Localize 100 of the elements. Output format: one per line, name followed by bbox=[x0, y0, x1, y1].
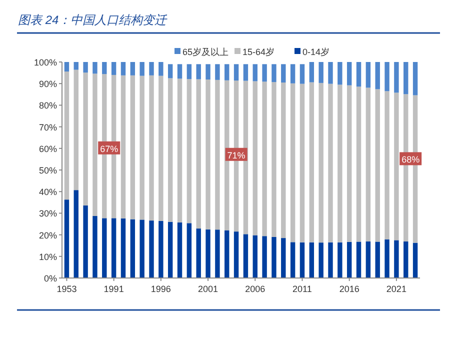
bar bbox=[281, 238, 286, 278]
bar bbox=[412, 62, 418, 96]
bar bbox=[140, 62, 144, 76]
bar bbox=[272, 236, 276, 278]
bar bbox=[384, 62, 390, 92]
bar bbox=[130, 219, 136, 278]
bar bbox=[168, 78, 173, 222]
bar bbox=[300, 84, 305, 242]
bar bbox=[234, 232, 239, 278]
bar bbox=[338, 62, 342, 85]
y-tick-label: 50% bbox=[38, 166, 57, 176]
x-tick-label: 1953 bbox=[56, 284, 77, 294]
bar bbox=[196, 79, 201, 229]
bar bbox=[64, 62, 70, 72]
bar bbox=[412, 242, 418, 278]
bar bbox=[149, 62, 154, 76]
bar bbox=[375, 242, 380, 278]
bar bbox=[356, 62, 362, 87]
x-tick-label: 2001 bbox=[198, 284, 218, 294]
bar bbox=[404, 241, 408, 278]
chart-title: 图表 24：中国人口结构变迁 bbox=[18, 13, 168, 27]
bar bbox=[102, 218, 107, 278]
bar bbox=[120, 62, 126, 76]
bar bbox=[177, 64, 182, 79]
y-tick-label: 70% bbox=[38, 122, 57, 132]
bar bbox=[140, 220, 144, 278]
bar bbox=[224, 230, 230, 278]
bar bbox=[168, 64, 173, 78]
y-tick-label: 100% bbox=[34, 58, 57, 68]
bar bbox=[92, 62, 98, 74]
bar bbox=[281, 82, 286, 238]
bar bbox=[281, 64, 286, 83]
bar bbox=[102, 62, 107, 74]
bar bbox=[338, 84, 342, 242]
x-tick-label: 2011 bbox=[292, 284, 312, 294]
y-tick-label: 30% bbox=[38, 208, 57, 219]
annotation: 71% bbox=[227, 150, 246, 160]
legend-label: 0-14岁 bbox=[302, 47, 330, 57]
bar bbox=[394, 62, 399, 93]
bar bbox=[328, 242, 333, 278]
x-tick-label: 2021 bbox=[386, 284, 406, 294]
legend-label: 65岁及以上 bbox=[182, 47, 229, 57]
bar bbox=[262, 64, 267, 82]
bar bbox=[262, 82, 267, 236]
bar bbox=[64, 200, 70, 278]
bar bbox=[74, 70, 78, 190]
bar bbox=[384, 91, 390, 240]
bar bbox=[92, 74, 98, 216]
bar bbox=[196, 228, 201, 278]
annotation: 68% bbox=[402, 154, 420, 165]
y-tick-label: 40% bbox=[38, 187, 57, 198]
bar bbox=[404, 62, 408, 94]
bar bbox=[186, 223, 192, 278]
y-tick-label: 10% bbox=[38, 252, 57, 262]
x-tick-label: 1991 bbox=[104, 284, 124, 294]
bar bbox=[215, 80, 220, 230]
bar bbox=[74, 62, 78, 70]
bar bbox=[309, 82, 314, 242]
y-tick-label: 80% bbox=[38, 100, 57, 111]
bar bbox=[252, 81, 258, 236]
bar bbox=[290, 64, 296, 84]
bar bbox=[224, 64, 230, 80]
bar bbox=[366, 62, 371, 88]
y-tick-label: 0% bbox=[44, 274, 57, 284]
bar bbox=[272, 64, 276, 82]
bar bbox=[328, 62, 333, 84]
bar bbox=[177, 78, 182, 222]
bar bbox=[346, 85, 352, 242]
bar bbox=[206, 64, 210, 80]
bar bbox=[120, 218, 126, 278]
bar bbox=[74, 190, 78, 278]
bar bbox=[64, 72, 70, 200]
bar bbox=[318, 82, 324, 243]
bar bbox=[140, 76, 144, 220]
bar bbox=[215, 230, 220, 278]
bar bbox=[272, 82, 276, 237]
bar bbox=[290, 242, 296, 278]
bar bbox=[83, 205, 88, 278]
bar bbox=[158, 220, 164, 278]
bar bbox=[366, 241, 371, 278]
bar bbox=[290, 83, 296, 242]
bar bbox=[83, 72, 88, 206]
bar bbox=[111, 62, 116, 75]
bar bbox=[215, 64, 220, 80]
bar bbox=[394, 240, 399, 278]
bar bbox=[309, 242, 314, 278]
bar bbox=[318, 62, 324, 83]
bar bbox=[375, 62, 380, 90]
y-tick-label: 60% bbox=[38, 144, 57, 154]
x-tick-label: 2006 bbox=[245, 284, 266, 294]
bar bbox=[149, 220, 154, 278]
y-tick-label: 20% bbox=[38, 230, 57, 240]
bar bbox=[206, 79, 210, 230]
bar bbox=[300, 242, 305, 278]
legend-label: 15-64岁 bbox=[242, 47, 275, 57]
bar bbox=[196, 64, 201, 80]
bar bbox=[111, 218, 116, 278]
bar bbox=[356, 86, 362, 242]
bar bbox=[120, 75, 126, 218]
bar bbox=[168, 222, 173, 278]
